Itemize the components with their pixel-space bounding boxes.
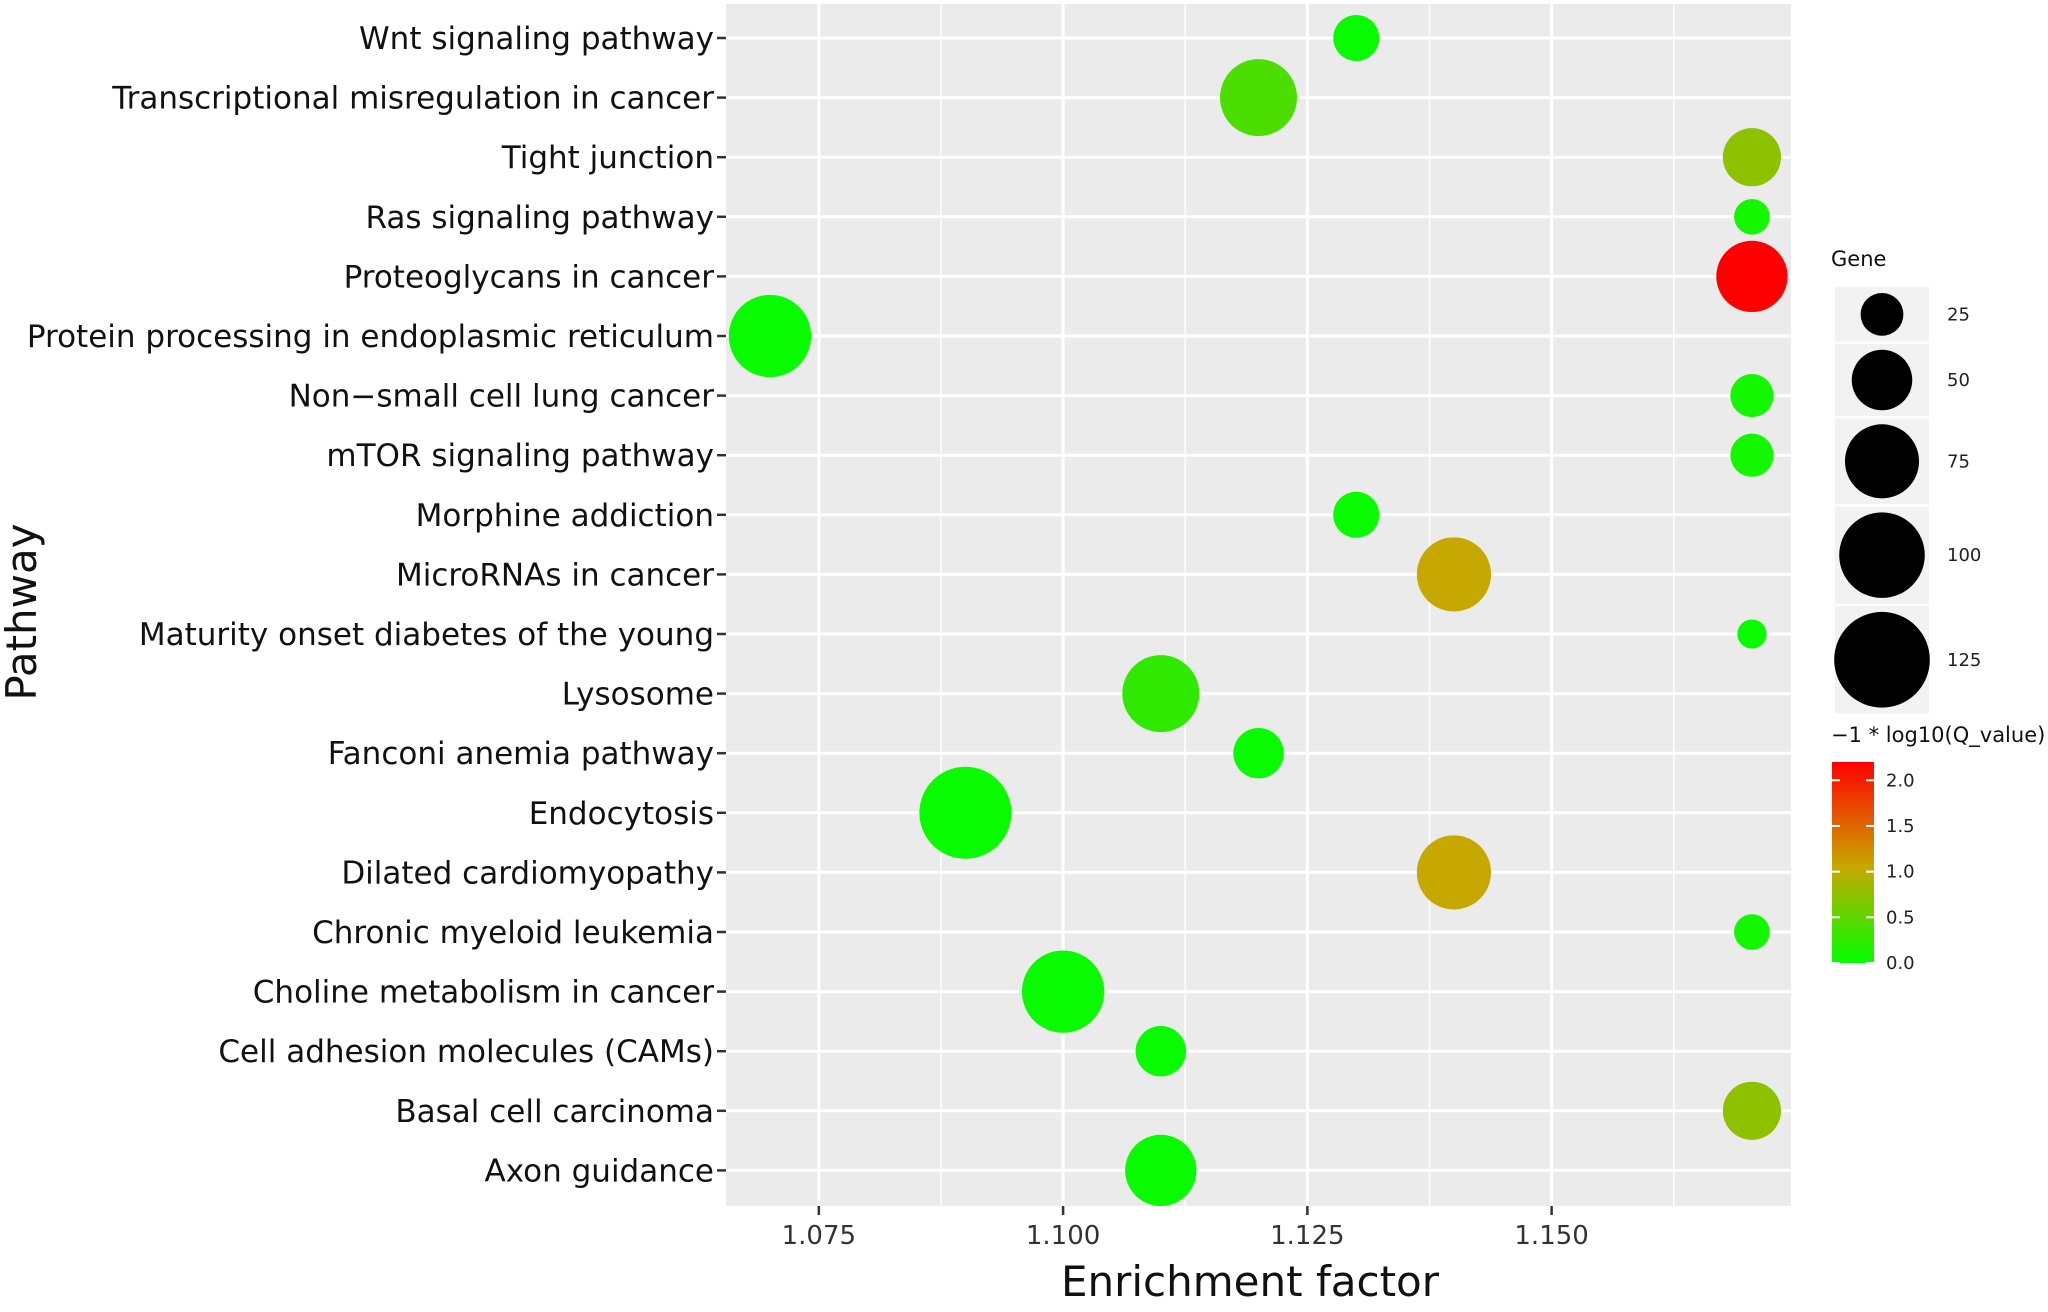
y-tick-label: Lysosome [562,677,714,713]
data-point [1716,240,1788,313]
x-tick-label: 1.125 [1270,1221,1344,1251]
data-point [919,766,1012,859]
grid-lines [726,4,1791,1206]
color-legend-label: 1.5 [1886,816,1915,837]
data-point [1333,15,1380,61]
size-legend-marker [1851,349,1913,411]
size-legend-marker [1844,424,1920,499]
y-tick-label: Chronic myeloid leukemia [312,915,714,951]
data-point [1737,619,1767,649]
color-legend-label: 0.0 [1886,953,1915,974]
size-legend-label: 75 [1947,451,1970,472]
y-tick-label: Maturity onset diabetes of the young [139,617,714,653]
size-legend-marker [1839,512,1925,598]
data-point [1730,433,1774,477]
data-point [1233,728,1284,779]
size-legend-marker [1834,611,1930,708]
data-point [1722,128,1782,187]
size-legend-label: 50 [1947,370,1970,391]
data-point [1220,59,1297,137]
x-axis: 1.075 1.100 1.125 1.150 [782,1206,1589,1251]
y-tick-label: Basal cell carcinoma [395,1094,714,1130]
data-point [1135,1026,1186,1077]
y-tick-label: mTOR signaling pathway [326,438,714,474]
y-tick-label: Protein processing in endoplasmic reticu… [27,319,714,355]
x-tick-label: 1.150 [1514,1221,1588,1251]
data-point [1734,198,1770,235]
y-tick-label: Morphine addiction [416,498,714,534]
y-axis-title: Pathway [0,523,46,700]
size-legend-label: 125 [1947,650,1981,671]
color-legend-label: 0.5 [1886,907,1915,928]
y-tick-label: Fanconi anemia pathway [328,736,714,772]
size-legend-marker [1860,293,1904,336]
y-tick-label: Non−small cell lung cancer [289,379,715,415]
data-point [1125,1134,1197,1207]
size-legend-label: 25 [1947,304,1970,325]
color-legend-label: 2.0 [1886,770,1915,791]
y-axis: Wnt signaling pathway Transcriptional mis… [27,21,726,1189]
y-tick-label: Choline metabolism in cancer [253,975,714,1011]
data-point [1333,491,1380,538]
data-points [728,15,1788,1207]
x-tick-label: 1.075 [782,1221,856,1251]
data-point [1416,537,1491,612]
y-tick-label: Endocytosis [529,796,714,832]
y-tick-label: Wnt signaling pathway [359,21,714,57]
data-point [1122,655,1200,733]
y-tick-label: Ras signaling pathway [365,200,714,236]
y-tick-label: Dilated cardiomyopathy [341,855,714,891]
data-point [1734,914,1770,950]
y-tick-label: Transcriptional misregulation in cancer [111,81,714,117]
x-axis-title: Enrichment factor [1061,1257,1440,1306]
y-tick-label: Axon guidance [485,1153,714,1189]
y-tick-label: MicroRNAs in cancer [396,557,714,593]
data-point [1021,950,1105,1033]
x-tick-label: 1.100 [1026,1221,1100,1251]
y-tick-label: Cell adhesion molecules (CAMs) [218,1034,714,1070]
panel-background [726,4,1791,1206]
data-point [1730,374,1774,418]
color-legend: −1 * log10(Q_value) 0.0 0.5 1.0 1.5 2.0 [1831,723,2045,974]
y-tick-label: Tight junction [501,140,714,176]
color-legend-bar [1832,762,1874,963]
data-point [728,294,812,378]
y-tick-label: Proteoglycans in cancer [344,259,715,295]
color-legend-label: 1.0 [1886,862,1915,883]
size-legend-label: 100 [1947,545,1981,566]
size-legend-title: Gene [1831,247,1886,271]
data-point [1416,835,1491,910]
color-legend-title: −1 * log10(Q_value) [1831,723,2045,748]
data-point [1722,1081,1782,1140]
plot-panel [726,4,1791,1206]
size-legend: Gene 25 50 75 100 125 [1831,247,1981,714]
